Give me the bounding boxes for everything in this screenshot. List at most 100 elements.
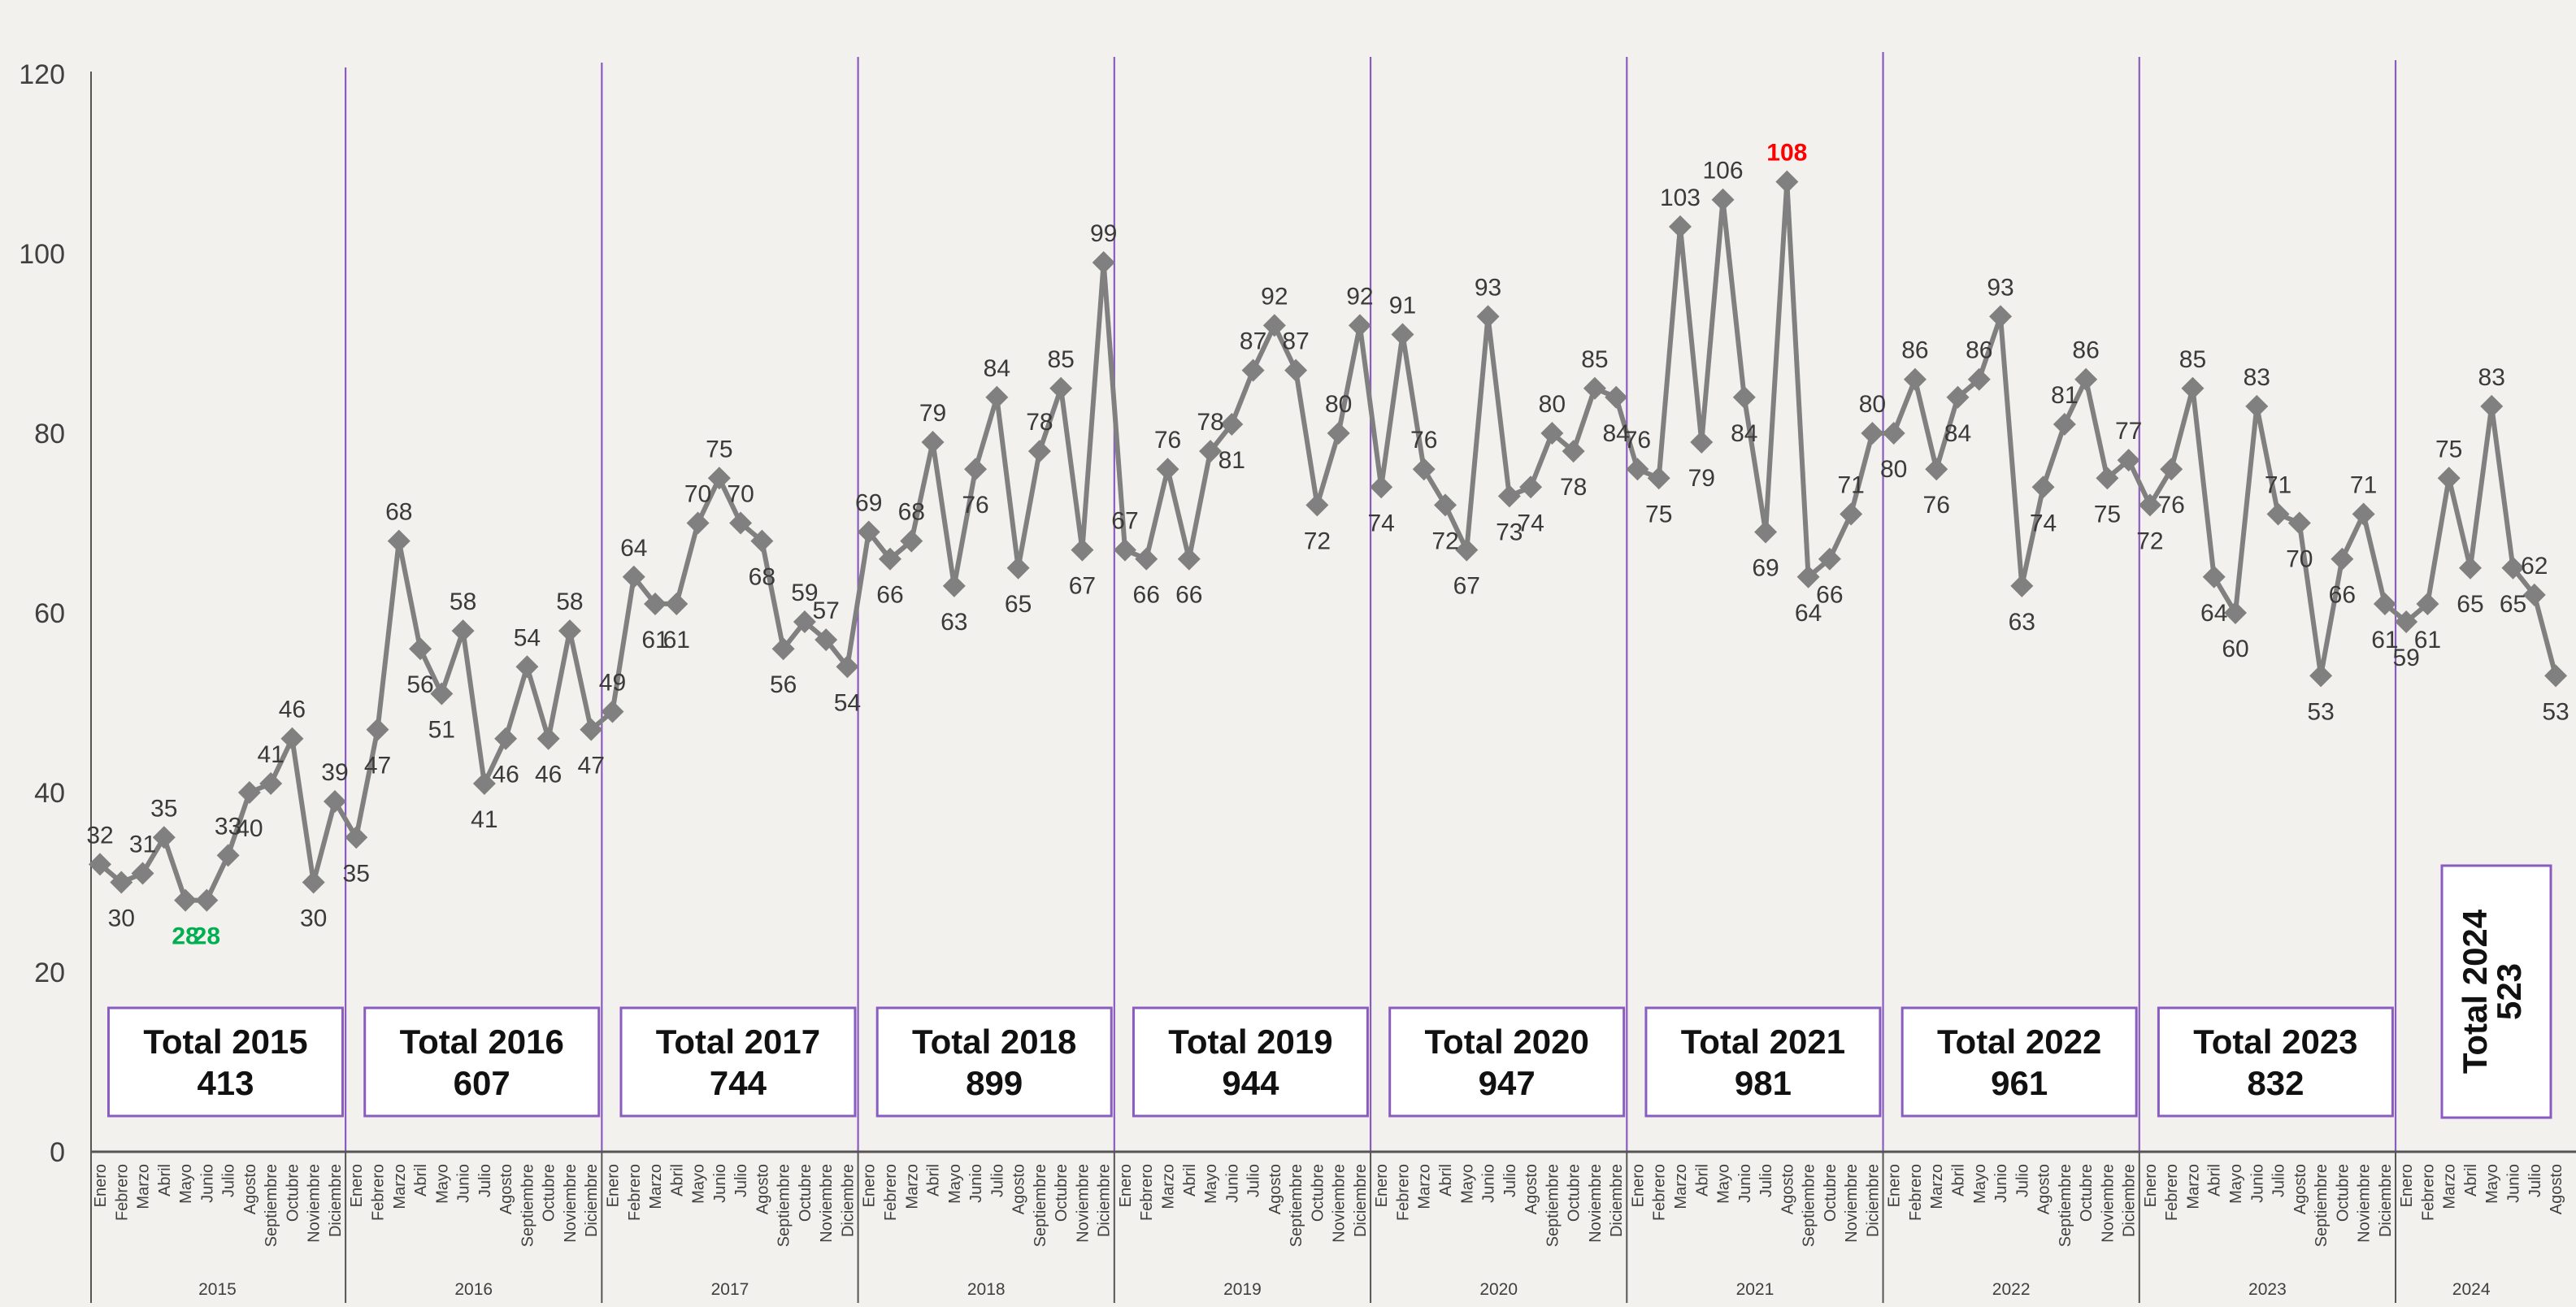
data-point-marker <box>1049 376 1073 400</box>
month-tick-label: Abril <box>1693 1164 1711 1196</box>
data-label: 70 <box>684 481 711 508</box>
data-point-marker <box>2544 664 2568 688</box>
data-label: 31 <box>129 831 156 858</box>
data-point-marker <box>1690 431 1714 454</box>
data-label: 65 <box>2500 591 2526 618</box>
data-label: 65 <box>1005 591 1032 618</box>
data-point-marker <box>1775 170 1799 193</box>
data-point-marker <box>2053 412 2076 436</box>
month-tick-label: Abril <box>1437 1164 1455 1196</box>
month-tick-label: Agosto <box>497 1164 515 1214</box>
month-tick-label: Agosto <box>754 1164 771 1214</box>
data-label: 41 <box>257 741 284 768</box>
data-label: 86 <box>1966 337 1992 364</box>
data-label: 64 <box>620 535 647 562</box>
month-tick-label: Mayo <box>2227 1164 2245 1204</box>
data-point-marker <box>1348 314 1371 337</box>
data-label: 66 <box>1133 582 1160 609</box>
month-tick-label: Septiembre <box>1288 1164 1305 1247</box>
total-box-frame <box>1132 1006 1369 1118</box>
data-point-marker <box>536 727 560 750</box>
data-point-marker <box>152 826 176 849</box>
data-label: 63 <box>2009 609 2035 636</box>
data-point-marker <box>2096 467 2119 490</box>
total-box-value: 607 <box>454 1064 510 1102</box>
data-label: 80 <box>1880 456 1907 483</box>
data-label: 84 <box>1731 420 1757 447</box>
data-label: 53 <box>2307 698 2334 725</box>
month-tick-label: Junio <box>1736 1164 1754 1203</box>
data-point-marker <box>1391 323 1414 346</box>
data-point-marker <box>1241 358 1265 382</box>
data-label: 63 <box>940 609 967 636</box>
data-label: 93 <box>1987 274 2013 301</box>
month-tick-label: Junio <box>198 1164 216 1203</box>
data-label: 61 <box>663 627 690 654</box>
data-point-marker <box>857 520 880 544</box>
total-box-frame <box>619 1006 857 1118</box>
data-point-marker <box>1626 458 1649 481</box>
data-label: 76 <box>1154 427 1181 454</box>
data-point-marker <box>2160 458 2183 481</box>
month-tick-label: Enero <box>1117 1164 1135 1207</box>
data-point-marker <box>1006 556 1030 580</box>
month-tick-label: Enero <box>604 1164 622 1207</box>
month-tick-label: Mayo <box>177 1164 195 1204</box>
data-point-marker <box>1732 385 1756 409</box>
data-label: 85 <box>1047 346 1074 373</box>
data-label: 62 <box>2521 553 2548 580</box>
data-label: 67 <box>1453 573 1480 600</box>
total-box-frame <box>1901 1006 2138 1118</box>
data-point-marker <box>430 682 454 706</box>
year-tick-label: 2023 <box>2248 1280 2287 1299</box>
data-label: 91 <box>1389 292 1416 319</box>
month-tick-label: Enero <box>1629 1164 1647 1207</box>
month-tick-label: Noviembre <box>2356 1164 2374 1243</box>
month-tick-label: Junio <box>1480 1164 1498 1203</box>
data-point-marker <box>1903 367 1927 391</box>
year-tick-label: 2015 <box>198 1280 237 1299</box>
data-label: 67 <box>1069 573 1096 600</box>
data-point-marker <box>195 888 219 912</box>
month-tick-label: Octubre <box>2078 1164 2096 1222</box>
month-tick-label: Septiembre <box>263 1164 280 1247</box>
month-tick-label: Noviembre <box>1587 1164 1605 1243</box>
data-point-marker <box>2373 592 2396 615</box>
month-tick-label: Mayo <box>1971 1164 1989 1204</box>
data-point-marker <box>1199 440 1223 463</box>
data-point-marker <box>259 771 283 795</box>
data-point-marker <box>2395 610 2418 634</box>
data-point-marker <box>729 511 753 535</box>
data-label: 80 <box>1859 391 1886 418</box>
data-point-marker <box>793 610 816 634</box>
data-label: 58 <box>556 588 583 615</box>
month-tick-label: Marzo <box>135 1164 153 1209</box>
month-tick-label: Noviembre <box>1331 1164 1349 1243</box>
year-tick-label: 2018 <box>967 1280 1006 1299</box>
data-label: 28 <box>193 923 220 950</box>
data-point-marker <box>942 574 966 597</box>
data-point-marker <box>1840 502 1863 526</box>
month-tick-label: Junio <box>2248 1164 2266 1203</box>
month-tick-label: Noviembre <box>2099 1164 2117 1243</box>
data-point-marker <box>1925 458 1948 481</box>
data-label: 84 <box>984 355 1010 382</box>
data-label: 108 <box>1766 140 1807 167</box>
month-tick-label: Abril <box>925 1164 943 1196</box>
month-tick-label: Mayo <box>1715 1164 1733 1204</box>
month-tick-label: Octubre <box>541 1164 558 1222</box>
data-point-marker <box>472 771 496 795</box>
month-tick-label: Junio <box>2505 1164 2523 1203</box>
data-label: 61 <box>2371 627 2398 654</box>
month-tick-label: Septiembre <box>1032 1164 1049 1247</box>
data-point-marker <box>2458 556 2482 580</box>
month-tick-label: Junio <box>1223 1164 1241 1203</box>
month-tick-label: Diciembre <box>2121 1164 2139 1237</box>
month-tick-label: Julio <box>1245 1164 1263 1197</box>
data-label: 35 <box>150 795 177 822</box>
year-tick-label: 2022 <box>1992 1280 2031 1299</box>
